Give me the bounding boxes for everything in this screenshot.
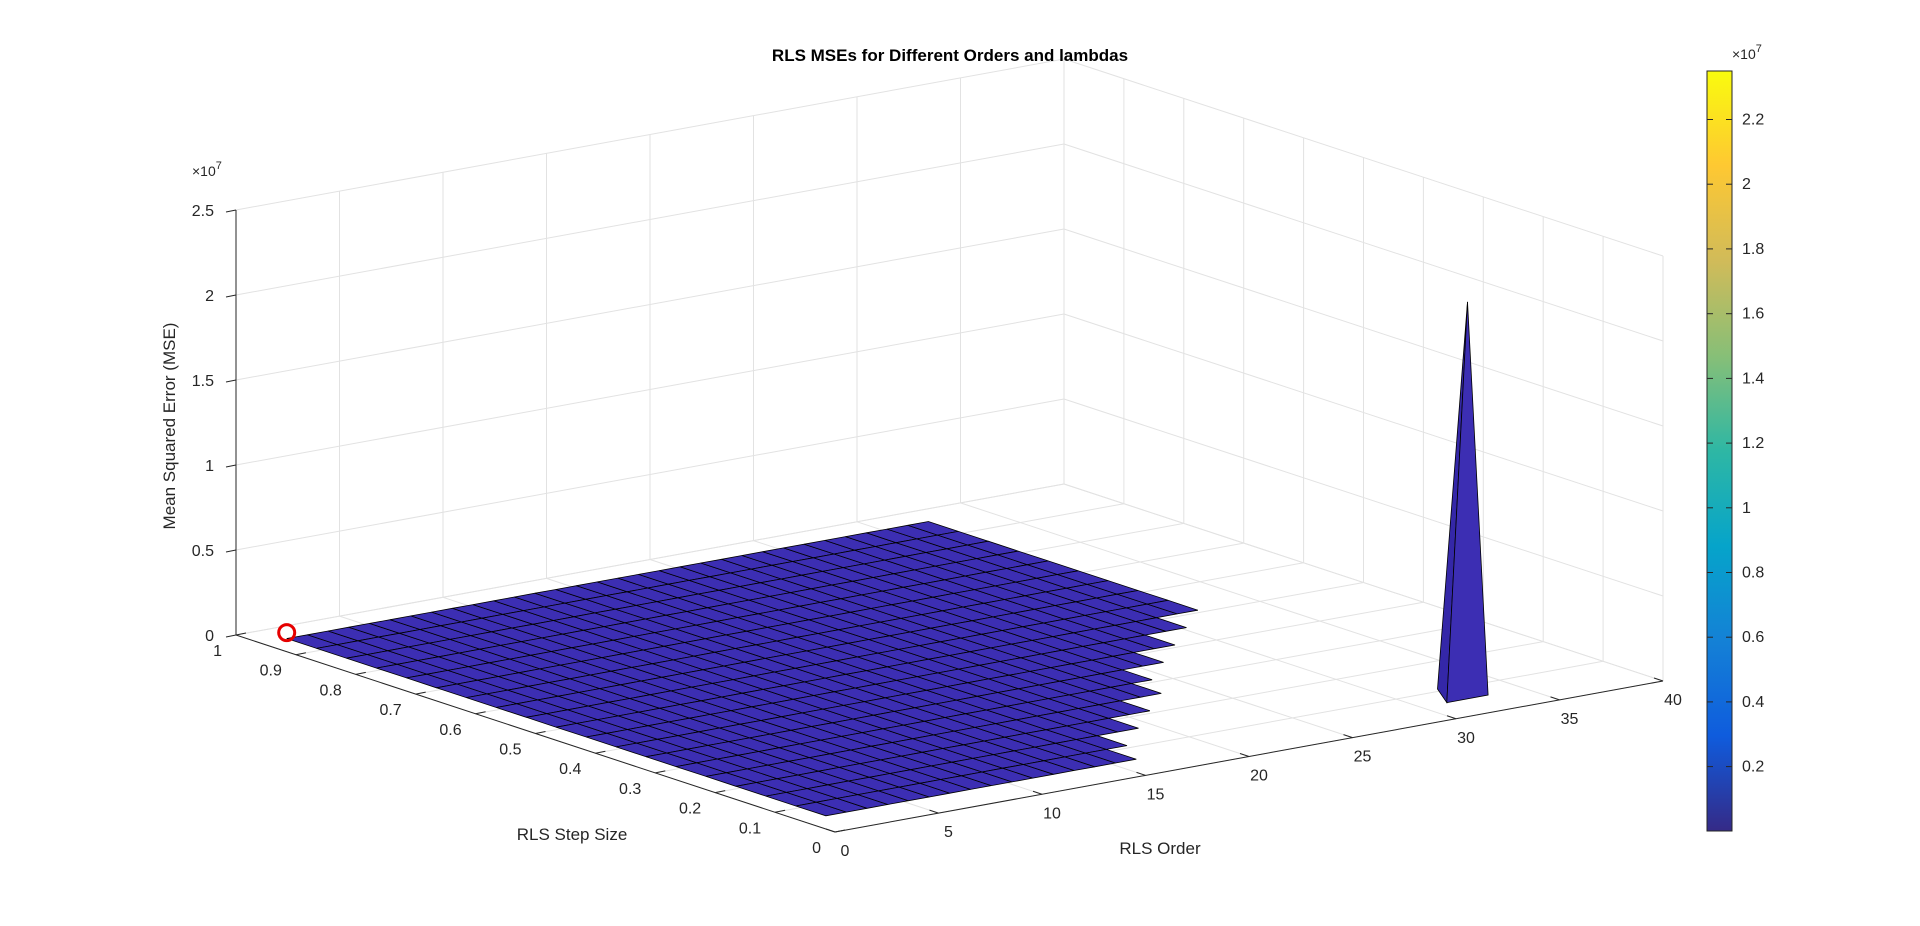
colorbar-tick-label: 1.4: [1742, 370, 1764, 387]
grid-line-right-z: [1063, 398, 1664, 597]
axes: [225, 209, 1664, 833]
colorbar-tick-label: 1: [1742, 500, 1751, 517]
surface-patch: [1147, 599, 1199, 615]
z-axis-label: Mean Squared Error (MSE): [160, 323, 179, 530]
colorbar-tick-label: 1.8: [1742, 241, 1764, 258]
y-tick-mark: [655, 770, 666, 774]
y-tick-mark: [295, 652, 306, 656]
y-tick-mark: [235, 632, 247, 636]
y-tick-label: 0.4: [559, 761, 581, 778]
grid-line-back-z: [235, 398, 1065, 551]
colorbar-tick-label: 1.6: [1742, 306, 1764, 323]
y-axis-label: RLS Step Size: [517, 825, 628, 844]
grid-line-back-z: [235, 313, 1065, 466]
colorbar-tick-label: 2: [1742, 176, 1751, 193]
surface-patch: [1135, 617, 1187, 632]
colorbar-tick-label: 0.6: [1742, 629, 1764, 646]
y-tick-mark: [595, 750, 606, 754]
surface-patch: [1087, 717, 1139, 733]
y-tick-label: 0.6: [439, 722, 461, 739]
x-tick-label: 30: [1457, 730, 1475, 747]
y-tick-mark: [475, 711, 486, 715]
colorbar-tick-label: 0.4: [1742, 694, 1764, 711]
axis-labels: 051015202530354000.10.20.30.40.50.60.70.…: [192, 203, 1682, 860]
x-tick-label: 40: [1664, 692, 1682, 709]
surface-patch: [1124, 634, 1176, 650]
colorbar-gradient: [1706, 70, 1733, 832]
x-tick-mark: [1653, 677, 1664, 682]
x-axis-label: RLS Order: [1119, 839, 1201, 858]
grid-line-back-z: [235, 58, 1065, 211]
y-tick-mark: [775, 809, 786, 813]
x-tick-label: 15: [1147, 786, 1165, 803]
y-tick-mark: [355, 671, 366, 675]
x-tick-mark: [825, 828, 836, 833]
y-tick-label: 0.2: [679, 801, 701, 818]
y-tick-label: 0.3: [619, 781, 641, 798]
y-tick-label: 0: [812, 840, 821, 857]
mse-surface: [277, 301, 1489, 817]
x-tick-mark: [1343, 734, 1353, 739]
z-tick-mark: [225, 209, 237, 213]
surface-patch: [1099, 700, 1151, 716]
grid-line-floor-y: [235, 483, 1065, 636]
y-tick-label: 0.5: [499, 742, 521, 759]
colorbar-tick-label: 0.2: [1742, 759, 1764, 776]
y-tick-mark: [715, 790, 726, 794]
y-tick-label: 0.7: [379, 702, 401, 719]
y-tick-label: 1: [213, 643, 222, 660]
z-tick-mark: [225, 464, 237, 468]
surface-patch: [1110, 683, 1162, 698]
z-axis-exponent: ×107: [192, 160, 222, 179]
z-tick-label: 1: [205, 458, 214, 475]
x-tick-mark: [1239, 753, 1250, 757]
grid-line-back-z: [235, 228, 1065, 381]
colorbar: 0.2 0.4 0.6 0.8 1 1.2 1.4 1.6 1.8 2 2.2 ×107: [1706, 43, 1764, 832]
z-tick-label: 1.5: [192, 373, 214, 390]
x-tick-mark: [1550, 696, 1560, 701]
y-tick-mark: [834, 829, 846, 833]
y-tick-label: 0.8: [320, 682, 342, 699]
grid-line-back-z: [235, 143, 1065, 296]
x-tick-label: 35: [1561, 711, 1579, 728]
x-tick-label: 0: [841, 843, 850, 860]
x-tick-mark: [1032, 790, 1043, 795]
colorbar-ticks: 0.2 0.4 0.6 0.8 1 1.2 1.4 1.6 1.8 2 2.2: [1707, 112, 1764, 776]
x-tick-label: 10: [1043, 805, 1061, 822]
chart-title: RLS MSEs for Different Orders and lambda…: [772, 46, 1128, 65]
z-tick-mark: [225, 294, 237, 298]
x-tick-mark: [929, 809, 939, 814]
peak-face-front: [1446, 301, 1489, 704]
x-tick-label: 20: [1250, 768, 1268, 785]
y-tick-mark: [535, 731, 546, 734]
x-tick-label: 5: [944, 824, 953, 841]
x-tick-label: 25: [1354, 749, 1372, 766]
y-tick-label: 0.1: [739, 820, 761, 837]
surface-patch: [1101, 669, 1153, 684]
z-tick-mark: [225, 379, 237, 383]
x-tick-mark: [1446, 715, 1457, 720]
y-tick-mark: [415, 691, 426, 695]
grid-line-right-z: [1063, 58, 1664, 257]
z-tick-mark: [225, 634, 237, 638]
grid-line-right-z: [1063, 228, 1664, 427]
surface-patch: [1076, 735, 1128, 750]
y-tick-label: 0.9: [260, 663, 282, 680]
colorbar-tick-label: 1.2: [1742, 435, 1764, 452]
x-tick-mark: [1136, 771, 1146, 776]
z-tick-mark: [225, 549, 237, 553]
grid-line-right-z: [1063, 143, 1664, 342]
z-tick-label: 2.5: [192, 203, 214, 220]
colorbar-tick-label: 0.8: [1742, 565, 1764, 582]
surface-patch: [1112, 652, 1164, 667]
colorbar-tick-label: 2.2: [1742, 112, 1764, 129]
colorbar-exponent: ×107: [1732, 43, 1762, 62]
z-tick-label: 0: [205, 628, 214, 645]
z-tick-label: 0.5: [192, 543, 214, 560]
min-mse-marker: [277, 623, 297, 643]
surface-patch: [1085, 748, 1137, 764]
z-tick-label: 2: [205, 288, 214, 305]
grid-line-right-z: [1063, 313, 1664, 512]
